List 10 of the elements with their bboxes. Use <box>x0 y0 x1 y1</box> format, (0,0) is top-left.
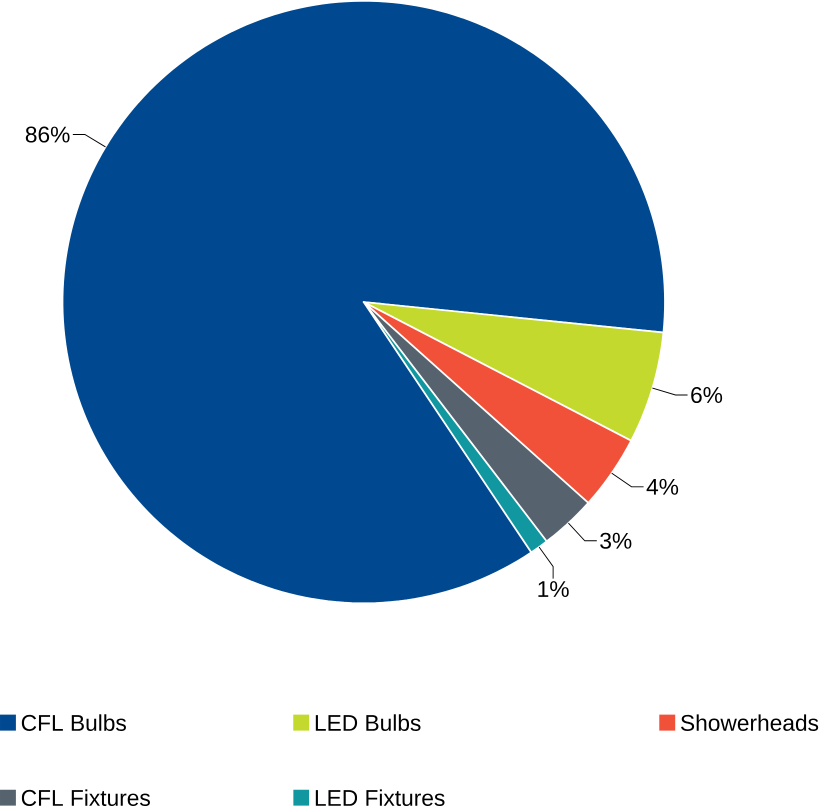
legend-label: CFL Fixtures <box>22 789 150 806</box>
legend-label: CFL Bulbs <box>22 714 126 731</box>
legend-label: Showerheads <box>681 714 818 731</box>
data-label: 4% <box>646 478 678 495</box>
legend-label: LED Fixtures <box>316 789 444 806</box>
legend-label: LED Bulbs <box>316 714 421 731</box>
data-label: 3% <box>600 532 632 549</box>
data-label: 1% <box>538 581 569 598</box>
data-label: 6% <box>691 386 722 404</box>
data-label: 86% <box>26 126 70 143</box>
